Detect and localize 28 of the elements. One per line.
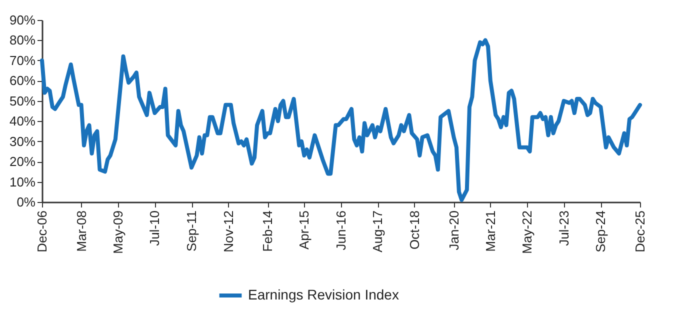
- x-tick-label: May-22: [520, 210, 535, 254]
- legend-label: Earnings Revision Index: [248, 286, 399, 302]
- x-tick-label: Feb-14: [260, 210, 276, 252]
- y-tick-label: 10%: [9, 174, 36, 190]
- x-tick-label: Dec-06: [34, 210, 50, 252]
- x-tick-label: Dec-25: [632, 210, 648, 252]
- y-tick-label: 0%: [16, 194, 36, 210]
- y-tick-label: 40%: [9, 114, 36, 129]
- x-tick-label: Mar-08: [74, 210, 89, 252]
- x-tick-label: Apr-15: [296, 210, 312, 250]
- y-tick-label: 70%: [9, 52, 36, 68]
- y-tick-label: 50%: [9, 93, 36, 108]
- x-tick-label: Jan-20: [446, 210, 462, 250]
- x-tick-label: Nov-12: [220, 210, 236, 252]
- x-tick-label: Jul-23: [556, 210, 572, 246]
- x-tick-label: Sep-11: [184, 210, 199, 252]
- x-tick-label: Oct-18: [406, 210, 422, 250]
- y-tick-label: 30%: [9, 134, 36, 149]
- x-tick-label: Jul-10: [147, 210, 162, 246]
- x-tick-label: Jun-16: [334, 210, 348, 250]
- x-tick-label: Aug-17: [370, 210, 386, 252]
- y-tick-label: 80%: [9, 32, 36, 48]
- x-tick-label: May-09: [110, 210, 126, 254]
- y-tick-label: 20%: [9, 154, 36, 170]
- x-tick-label: Sep-24: [593, 210, 608, 252]
- y-tick-label: 60%: [9, 73, 36, 88]
- x-tick-label: Mar-21: [482, 210, 498, 252]
- y-tick-label: 90%: [9, 12, 36, 28]
